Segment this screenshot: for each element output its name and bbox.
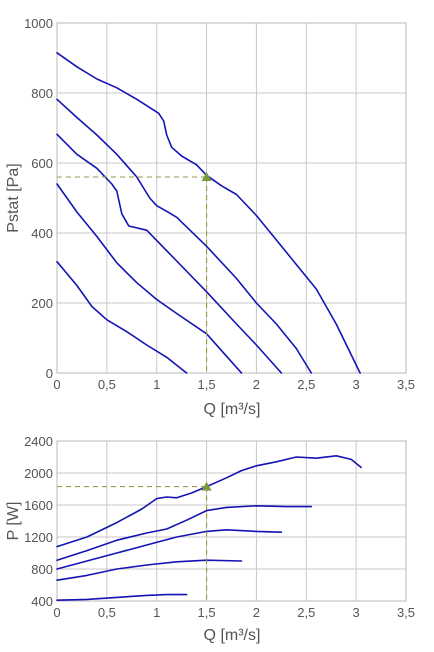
y-tick-label: 800 bbox=[31, 86, 53, 101]
plot-area: 0 0,5 1 1,5 2 2,5 3 3,5 400 800 1200 1600 2000 2400 bbox=[24, 434, 415, 620]
plot-frame bbox=[56, 22, 407, 374]
x-tick-label: 1 bbox=[153, 605, 160, 620]
power-axis-title: P [W] bbox=[5, 502, 22, 541]
pressure-axis-title: Pstat [Pa] bbox=[5, 163, 22, 232]
x-tick-label: 0,5 bbox=[98, 605, 116, 620]
curve-1 bbox=[56, 52, 361, 374]
y-tick-label: 200 bbox=[31, 296, 53, 311]
curve-4 bbox=[56, 183, 243, 374]
x-tick-label: 3 bbox=[353, 605, 360, 620]
plot-border bbox=[56, 22, 407, 374]
operating-point-marker bbox=[201, 481, 212, 491]
y-tick-label: 2400 bbox=[24, 434, 53, 449]
x-tick-label: 1 bbox=[153, 377, 160, 392]
curve-5 bbox=[56, 593, 188, 601]
power-chart: 0 0,5 1 1,5 2 2,5 3 3,5 400 800 1200 1600 2000 2400 P… bbox=[5, 434, 415, 644]
curve-5 bbox=[56, 260, 188, 374]
plot-border bbox=[56, 440, 407, 602]
y-tick-label: 2000 bbox=[24, 466, 53, 481]
x-tick-label: 0,5 bbox=[98, 377, 116, 392]
static-pressure-chart: 0 0,5 1 1,5 2 2,5 3 3,5 0 200 400 600 800 1000 Pstat … bbox=[5, 16, 415, 418]
curve-2 bbox=[56, 98, 313, 374]
x-tick-label: 1,5 bbox=[198, 605, 216, 620]
plot-area: 0 0,5 1 1,5 2 2,5 3 3,5 0 200 400 600 800 1000 bbox=[24, 16, 415, 392]
x-tick-label: 2 bbox=[253, 605, 260, 620]
y-tick-label: 0 bbox=[46, 366, 53, 381]
y-tick-label: 600 bbox=[31, 156, 53, 171]
y-tick-label: 1000 bbox=[24, 16, 53, 31]
x-tick-label: 3 bbox=[353, 377, 360, 392]
curve-3 bbox=[56, 529, 283, 570]
operating-point-marker bbox=[201, 172, 212, 181]
flow-axis-title-lower: Q [m³/s] bbox=[204, 627, 261, 644]
x-tick-label: 1,5 bbox=[198, 377, 216, 392]
x-tick-label: 3,5 bbox=[397, 377, 415, 392]
y-tick-label: 1600 bbox=[24, 498, 53, 513]
y-tick-label: 400 bbox=[31, 594, 53, 609]
y-tick-label: 1200 bbox=[24, 530, 53, 545]
x-tick-label: 2,5 bbox=[297, 605, 315, 620]
x-tick-label: 0 bbox=[53, 605, 60, 620]
y-tick-label: 400 bbox=[31, 226, 53, 241]
y-tick-label: 800 bbox=[31, 562, 53, 577]
x-tick-label: 2 bbox=[253, 377, 260, 392]
x-tick-label: 0 bbox=[53, 377, 60, 392]
curve-2 bbox=[56, 505, 313, 561]
curve-3 bbox=[56, 133, 283, 374]
flow-axis-title: Q [m³/s] bbox=[204, 401, 261, 418]
x-tick-label: 3,5 bbox=[397, 605, 415, 620]
curve-1 bbox=[56, 455, 362, 548]
x-tick-label: 2,5 bbox=[297, 377, 315, 392]
plot-frame bbox=[56, 440, 407, 602]
